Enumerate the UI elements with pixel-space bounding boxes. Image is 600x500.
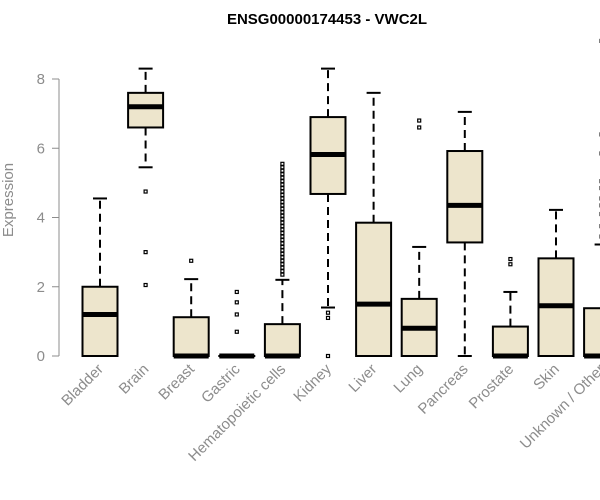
outlier-point bbox=[280, 210, 285, 215]
outlier-point bbox=[280, 182, 285, 187]
outlier-point bbox=[280, 255, 285, 260]
outlier-point bbox=[280, 251, 285, 256]
outlier-point bbox=[280, 244, 285, 250]
outlier-point bbox=[280, 248, 285, 253]
outlier-point bbox=[280, 220, 285, 225]
x-tick-label: Gastric bbox=[198, 360, 244, 406]
box-iqr bbox=[491, 325, 529, 358]
outlier-point bbox=[280, 161, 285, 166]
outlier-point bbox=[280, 199, 285, 205]
outlier-point bbox=[280, 234, 285, 239]
outlier-point bbox=[189, 258, 194, 263]
y-tick-label: 8 bbox=[37, 71, 45, 88]
outlier-point bbox=[417, 118, 422, 123]
box-iqr bbox=[127, 91, 165, 129]
outlier-point bbox=[280, 203, 285, 208]
outlier-point bbox=[508, 256, 513, 262]
outlier-point bbox=[280, 206, 285, 211]
outlier-point bbox=[280, 265, 285, 270]
outlier-point bbox=[234, 289, 239, 295]
outlier-point bbox=[280, 168, 285, 173]
outlier-point bbox=[325, 353, 331, 359]
box-iqr bbox=[172, 316, 210, 357]
outlier-point bbox=[280, 262, 285, 267]
y-tick-label: 4 bbox=[37, 210, 45, 227]
outlier-point bbox=[280, 269, 285, 274]
outlier-point bbox=[280, 165, 285, 170]
y-axis: 0 2 4 6 8 bbox=[37, 71, 60, 365]
y-axis-label: Expression bbox=[0, 163, 17, 237]
y-tick-label: 2 bbox=[37, 279, 45, 296]
outlier-point bbox=[508, 262, 513, 267]
outlier-point bbox=[280, 175, 285, 180]
box-iqr bbox=[583, 307, 600, 357]
box-iqr bbox=[446, 150, 484, 244]
outlier-point bbox=[143, 282, 148, 288]
outlier-point bbox=[280, 213, 285, 218]
outlier-point bbox=[234, 329, 239, 334]
outlier-point bbox=[280, 241, 285, 246]
outlier-point bbox=[280, 217, 285, 222]
outlier-point bbox=[280, 272, 285, 277]
box-iqr bbox=[263, 323, 301, 357]
outlier-point bbox=[143, 189, 148, 194]
outlier-point bbox=[325, 315, 331, 321]
outlier-point bbox=[417, 125, 422, 130]
outlier-point bbox=[280, 189, 285, 194]
box-iqr bbox=[81, 285, 119, 357]
outlier-point bbox=[280, 185, 285, 191]
outlier-point bbox=[280, 224, 285, 229]
x-tick-label: Brain bbox=[116, 361, 153, 398]
x-tick-label: Bladder bbox=[58, 361, 107, 410]
outlier-point bbox=[234, 312, 239, 317]
y-tick-label: 0 bbox=[37, 348, 45, 365]
box-iqr bbox=[355, 221, 393, 357]
outlier-point bbox=[143, 250, 148, 255]
x-tick-label: Prostate bbox=[466, 361, 518, 413]
outlier-point bbox=[280, 230, 285, 236]
outlier-point bbox=[280, 196, 285, 201]
outlier-point bbox=[280, 227, 285, 232]
x-tick-label: Pancreas bbox=[415, 361, 472, 418]
chart-title: ENSG00000174453 - VWC2L bbox=[227, 11, 427, 28]
x-tick-label: Skin bbox=[530, 361, 563, 394]
outlier-point bbox=[280, 237, 285, 243]
x-tick-label: Lung bbox=[390, 361, 426, 397]
y-tick-label: 6 bbox=[37, 140, 45, 157]
x-tick-label: Liver bbox=[345, 361, 380, 396]
outlier-point bbox=[280, 179, 285, 184]
outlier-point bbox=[325, 310, 331, 315]
outlier-point bbox=[280, 258, 285, 263]
outlier-point bbox=[280, 192, 285, 198]
x-tick-label: Kidney bbox=[290, 360, 335, 405]
outlier-point bbox=[234, 300, 239, 305]
outlier-point bbox=[280, 172, 285, 177]
boxes-layer bbox=[81, 38, 600, 359]
x-tick-label: Breast bbox=[155, 360, 198, 403]
